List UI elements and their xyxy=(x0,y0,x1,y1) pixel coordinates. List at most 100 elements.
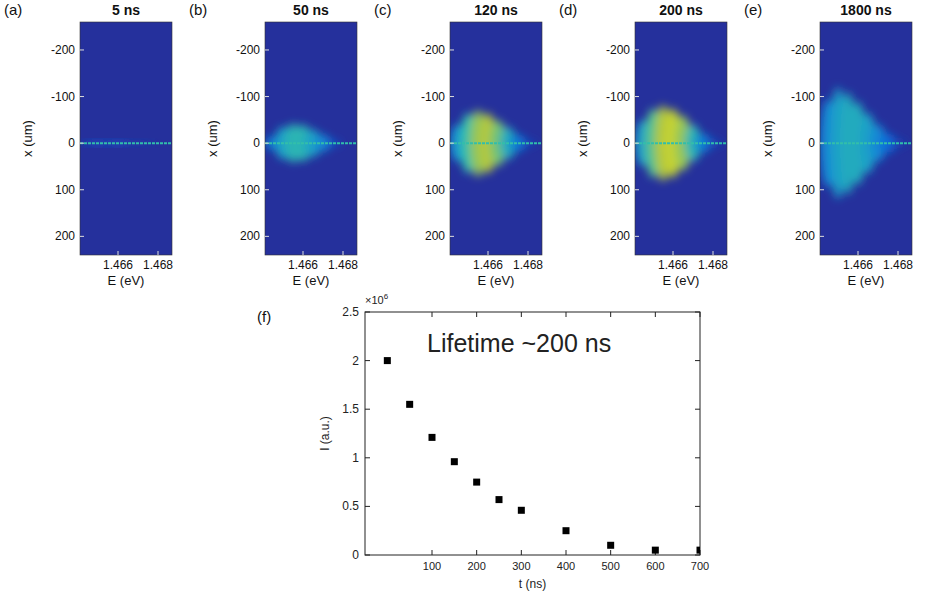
image-panel: 1.4661.468-200-1000100200E (eV)x (um)200… xyxy=(559,1,728,288)
y-tick xyxy=(820,236,824,237)
image-panel: 1.4661.468-200-1000100200E (eV)x (um)5 n… xyxy=(4,1,173,288)
panel-title: 120 ns xyxy=(474,2,518,18)
y-tick xyxy=(265,189,269,190)
x-tick-label: 700 xyxy=(691,560,709,572)
y-axis-title: x (um) xyxy=(390,120,405,157)
x-tick-label: 1.466 xyxy=(288,258,318,272)
x-tick-label: 1.468 xyxy=(328,258,358,272)
y-tick-label: 0 xyxy=(438,136,445,150)
x-tick-label: 1.468 xyxy=(883,258,913,272)
y-tick xyxy=(695,409,700,410)
x-tick xyxy=(432,550,433,555)
y-tick-label: 200 xyxy=(55,229,75,243)
y-tick xyxy=(80,49,84,50)
y-tick-label: -200 xyxy=(606,43,630,57)
y-tick xyxy=(695,457,700,458)
y-tick xyxy=(80,236,84,237)
y-tick xyxy=(820,143,824,144)
y-tick-label: 0 xyxy=(808,136,815,150)
y-tick-label: 100 xyxy=(795,183,815,197)
center-line xyxy=(265,142,357,144)
center-line xyxy=(450,142,542,144)
y-tick-label: -100 xyxy=(51,90,75,104)
y-tick xyxy=(820,96,824,97)
plot-area xyxy=(635,22,727,255)
x-axis-title: E (eV) xyxy=(108,273,145,288)
y-tick-label: 200 xyxy=(610,229,630,243)
y-tick-label: 100 xyxy=(55,183,75,197)
y-tick-label: -200 xyxy=(51,43,75,57)
y-tick xyxy=(695,555,700,556)
y-tick xyxy=(695,506,700,507)
x-tick xyxy=(158,251,159,255)
background xyxy=(80,22,172,255)
center-line xyxy=(820,142,912,144)
frame xyxy=(265,22,357,255)
y-tick-label: 0 xyxy=(352,548,359,562)
y-tick xyxy=(635,143,639,144)
y-tick-label: 0 xyxy=(253,136,260,150)
panel-title: 200 ns xyxy=(659,2,703,18)
data-point xyxy=(384,357,391,364)
x-tick xyxy=(521,312,522,317)
y-tick-label: 200 xyxy=(795,229,815,243)
frame xyxy=(450,22,542,255)
data-point xyxy=(451,458,458,465)
panel-label: (b) xyxy=(189,1,207,18)
figure: 1.4661.468-200-1000100200E (eV)x (um)5 n… xyxy=(0,0,925,596)
panel-label: (c) xyxy=(374,1,392,18)
x-tick xyxy=(898,251,899,255)
data-point xyxy=(697,547,701,554)
y-tick xyxy=(695,360,700,361)
data-point xyxy=(473,479,480,486)
x-tick-label: 1.466 xyxy=(658,258,688,272)
y-tick xyxy=(635,96,639,97)
y-tick-label: -100 xyxy=(421,90,445,104)
plot-area xyxy=(450,22,542,255)
y-tick-label: -200 xyxy=(791,43,815,57)
x-tick-label: 300 xyxy=(512,560,530,572)
y-tick-label: -100 xyxy=(606,90,630,104)
y-axis-title: I (a.u.) xyxy=(318,416,332,451)
y-tick-label: 0 xyxy=(623,136,630,150)
frame xyxy=(80,22,172,255)
panel-label: (a) xyxy=(4,1,22,18)
y-tick-label: 200 xyxy=(425,229,445,243)
x-tick-label: 1.468 xyxy=(513,258,543,272)
panel-label: (e) xyxy=(744,1,762,18)
y-tick xyxy=(265,143,269,144)
frame xyxy=(635,22,727,255)
plot-area xyxy=(384,357,700,554)
y-tick-label: 2.5 xyxy=(342,305,359,319)
axis-multiplier-exponent: 6 xyxy=(384,292,389,301)
center-line xyxy=(80,142,172,144)
y-tick-label: 100 xyxy=(610,183,630,197)
x-tick-label: 1.468 xyxy=(143,258,173,272)
y-tick xyxy=(820,49,824,50)
y-tick xyxy=(450,96,454,97)
y-tick xyxy=(265,236,269,237)
center-line xyxy=(635,142,727,144)
y-axis-title: x (um) xyxy=(205,120,220,157)
plot-area xyxy=(820,22,912,255)
x-tick xyxy=(610,550,611,555)
x-tick-label: 400 xyxy=(557,560,575,572)
y-tick xyxy=(265,96,269,97)
data-point xyxy=(406,401,413,408)
y-tick xyxy=(80,96,84,97)
y-tick-label: 100 xyxy=(240,183,260,197)
x-tick xyxy=(118,251,119,255)
x-tick-label: 1.466 xyxy=(103,258,133,272)
image-panel: 1.4661.468-200-1000100200E (eV)x (um)120… xyxy=(374,1,543,288)
background xyxy=(820,22,912,255)
x-axis-title: t (ns) xyxy=(519,577,546,591)
annotation: Lifetime ~200 ns xyxy=(427,329,611,357)
panel-title: 1800 ns xyxy=(840,2,892,18)
x-axis-title: E (eV) xyxy=(478,273,515,288)
x-tick-label: 200 xyxy=(467,560,485,572)
panel-title: 5 ns xyxy=(112,2,140,18)
y-axis-title: x (um) xyxy=(20,120,35,157)
background xyxy=(265,22,357,255)
y-tick-label: 1 xyxy=(352,451,359,465)
y-tick xyxy=(80,189,84,190)
